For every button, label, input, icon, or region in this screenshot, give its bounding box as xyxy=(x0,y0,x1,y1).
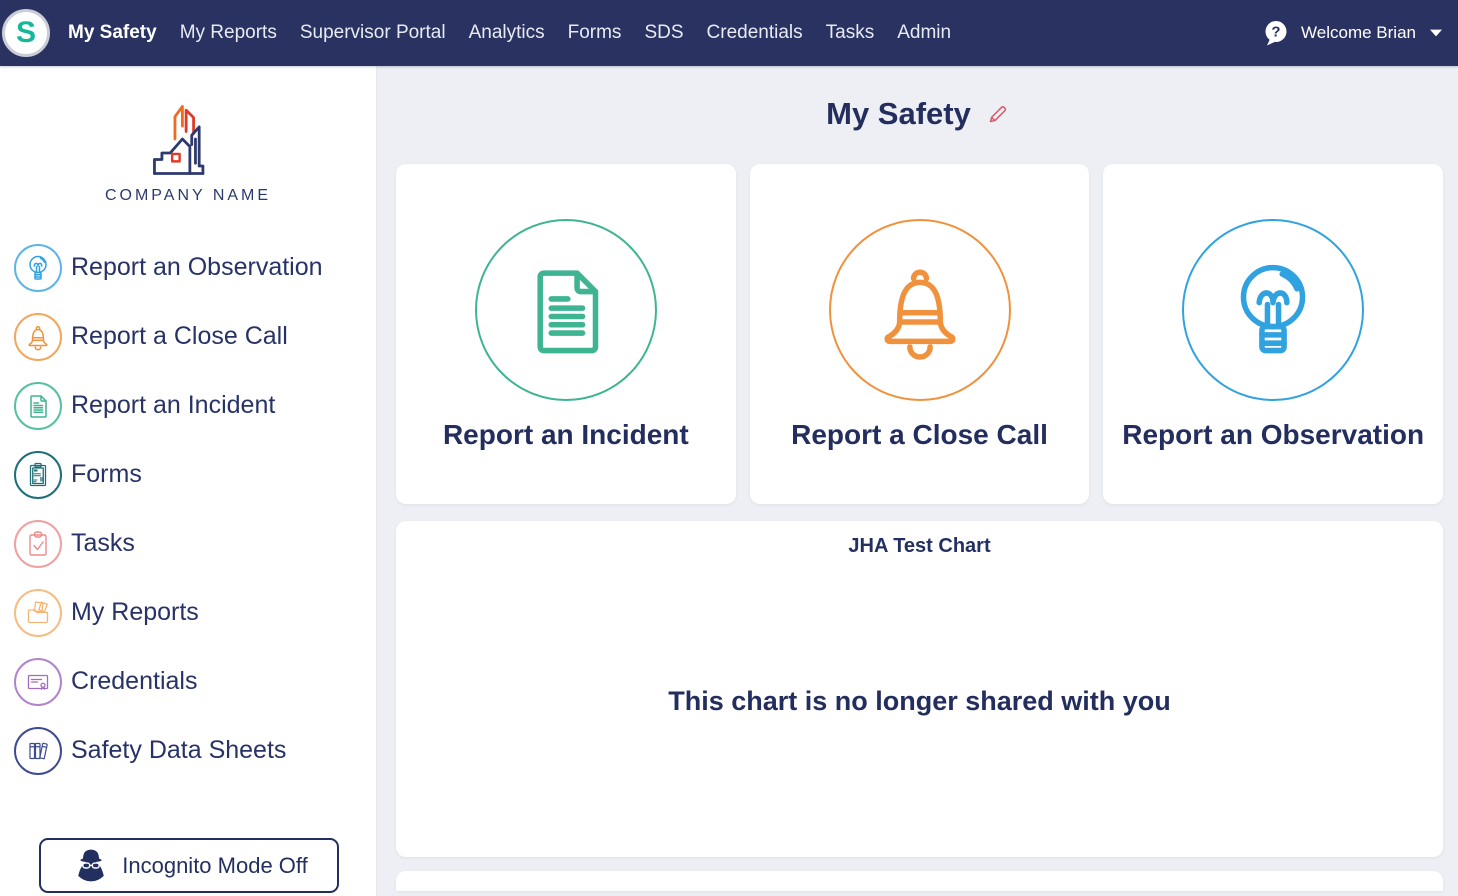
sidebar-menu: Report an Observation Report a Close Cal… xyxy=(0,233,376,785)
clipboard-form-icon xyxy=(14,450,62,499)
top-navbar: S My Safety My Reports Supervisor Portal… xyxy=(0,0,1458,66)
sidebar: COMPANY NAME Report an Observation Repor… xyxy=(0,66,377,896)
top-nav-links: My Safety My Reports Supervisor Portal A… xyxy=(68,22,951,44)
certificate-icon xyxy=(14,657,62,706)
card-report-incident[interactable]: Report an Incident xyxy=(396,164,736,504)
nav-item-my-reports[interactable]: My Reports xyxy=(179,22,277,43)
card-report-observation[interactable]: Report an Observation xyxy=(1103,164,1444,504)
page-title-row: My Safety xyxy=(396,96,1443,132)
folder-documents-icon xyxy=(14,588,62,637)
sidebar-item-label: Report an Observation xyxy=(71,253,323,281)
nav-item-supervisor-portal[interactable]: Supervisor Portal xyxy=(299,22,446,43)
sidebar-item-report-incident[interactable]: Report an Incident xyxy=(0,371,376,440)
navbar-user-area: Welcome Brian xyxy=(1260,0,1444,66)
spy-icon xyxy=(70,845,112,887)
nav-item-sds[interactable]: SDS xyxy=(644,22,684,43)
sidebar-item-credentials[interactable]: Credentials xyxy=(0,647,376,716)
sidebar-item-safety-data-sheets[interactable]: Safety Data Sheets xyxy=(0,716,376,785)
welcome-user-label: Welcome Brian xyxy=(1301,23,1416,42)
edit-pencil-icon[interactable] xyxy=(983,99,1013,129)
help-icon[interactable] xyxy=(1260,17,1292,49)
sidebar-item-label: Tasks xyxy=(71,529,135,557)
sidebar-item-label: Credentials xyxy=(71,667,198,695)
main-content: My Safety Report an Incident Report a Cl… xyxy=(377,66,1458,896)
sidebar-item-forms[interactable]: Forms xyxy=(0,440,376,509)
company-name-label: COMPANY NAME xyxy=(104,187,272,204)
nav-item-forms[interactable]: Forms xyxy=(567,22,622,43)
company-building-icon xyxy=(138,98,238,180)
sidebar-item-report-close-call[interactable]: Report a Close Call xyxy=(0,302,376,371)
incognito-mode-label: Incognito Mode Off xyxy=(122,852,308,878)
nav-item-my-safety[interactable]: My Safety xyxy=(68,22,157,43)
sidebar-item-label: Safety Data Sheets xyxy=(71,736,287,764)
incognito-mode-button[interactable]: Incognito Mode Off xyxy=(39,838,339,893)
bell-icon xyxy=(828,219,1011,401)
next-card-partial xyxy=(396,871,1443,891)
page-title: My Safety xyxy=(826,96,971,131)
nav-item-tasks[interactable]: Tasks xyxy=(825,22,875,43)
card-report-close-call[interactable]: Report a Close Call xyxy=(749,164,1090,504)
app-logo[interactable]: S xyxy=(2,9,50,57)
sidebar-item-my-reports[interactable]: My Reports xyxy=(0,578,376,647)
nav-item-credentials[interactable]: Credentials xyxy=(706,22,803,43)
nav-item-analytics[interactable]: Analytics xyxy=(468,22,545,43)
chart-unshared-message: This chart is no longer shared with you xyxy=(668,686,1171,716)
chevron-down-icon[interactable] xyxy=(1428,27,1444,39)
card-label: Report an Observation xyxy=(1122,419,1425,450)
card-label: Report a Close Call xyxy=(791,419,1048,450)
chart-card-title: JHA Test Chart xyxy=(848,535,991,557)
bell-icon xyxy=(14,312,62,361)
lightbulb-icon xyxy=(1182,219,1365,401)
app-logo-letter: S xyxy=(15,16,36,49)
sidebar-item-label: Report a Close Call xyxy=(71,322,288,350)
sidebar-item-label: Report an Incident xyxy=(71,391,276,419)
nav-item-admin[interactable]: Admin xyxy=(897,22,952,43)
sidebar-item-label: My Reports xyxy=(71,598,199,626)
sidebar-item-report-observation[interactable]: Report an Observation xyxy=(0,233,376,302)
books-icon xyxy=(14,726,62,775)
quick-action-cards: Report an Incident Report a Close Call R… xyxy=(396,164,1444,504)
company-logo: COMPANY NAME xyxy=(0,98,376,205)
jha-test-chart-card: JHA Test Chart This chart is no longer s… xyxy=(396,521,1443,857)
lightbulb-icon xyxy=(14,243,62,292)
card-label: Report an Incident xyxy=(442,419,689,450)
sidebar-item-label: Forms xyxy=(71,460,142,488)
sidebar-item-tasks[interactable]: Tasks xyxy=(0,509,376,578)
document-icon xyxy=(14,381,62,430)
clipboard-check-icon xyxy=(14,519,62,568)
document-icon xyxy=(474,219,657,401)
